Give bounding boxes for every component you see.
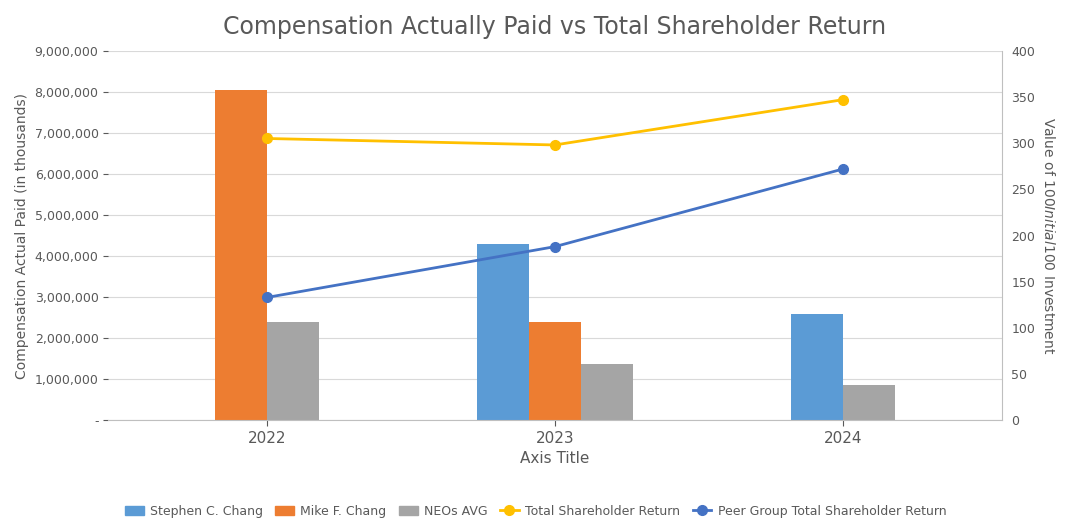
Bar (791, 314, 843, 421)
Bar (267, 322, 319, 421)
Bar (529, 322, 580, 421)
X-axis label: Axis Title: Axis Title (521, 451, 590, 467)
Y-axis label: Compensation Actual Paid (in thousands): Compensation Actual Paid (in thousands) (15, 93, 29, 379)
Bar (477, 244, 529, 421)
Title: Compensation Actually Paid vs Total Shareholder Return: Compensation Actually Paid vs Total Shar… (224, 15, 887, 39)
Bar (215, 90, 267, 421)
Bar (843, 386, 895, 421)
Bar (580, 364, 633, 421)
Y-axis label: Value of $100 Initial $100 Investment: Value of $100 Initial $100 Investment (1041, 117, 1056, 354)
Legend: Stephen C. Chang, Mike F. Chang, NEOs AVG, Total Shareholder Return, Peer Group : Stephen C. Chang, Mike F. Chang, NEOs AV… (120, 500, 951, 523)
